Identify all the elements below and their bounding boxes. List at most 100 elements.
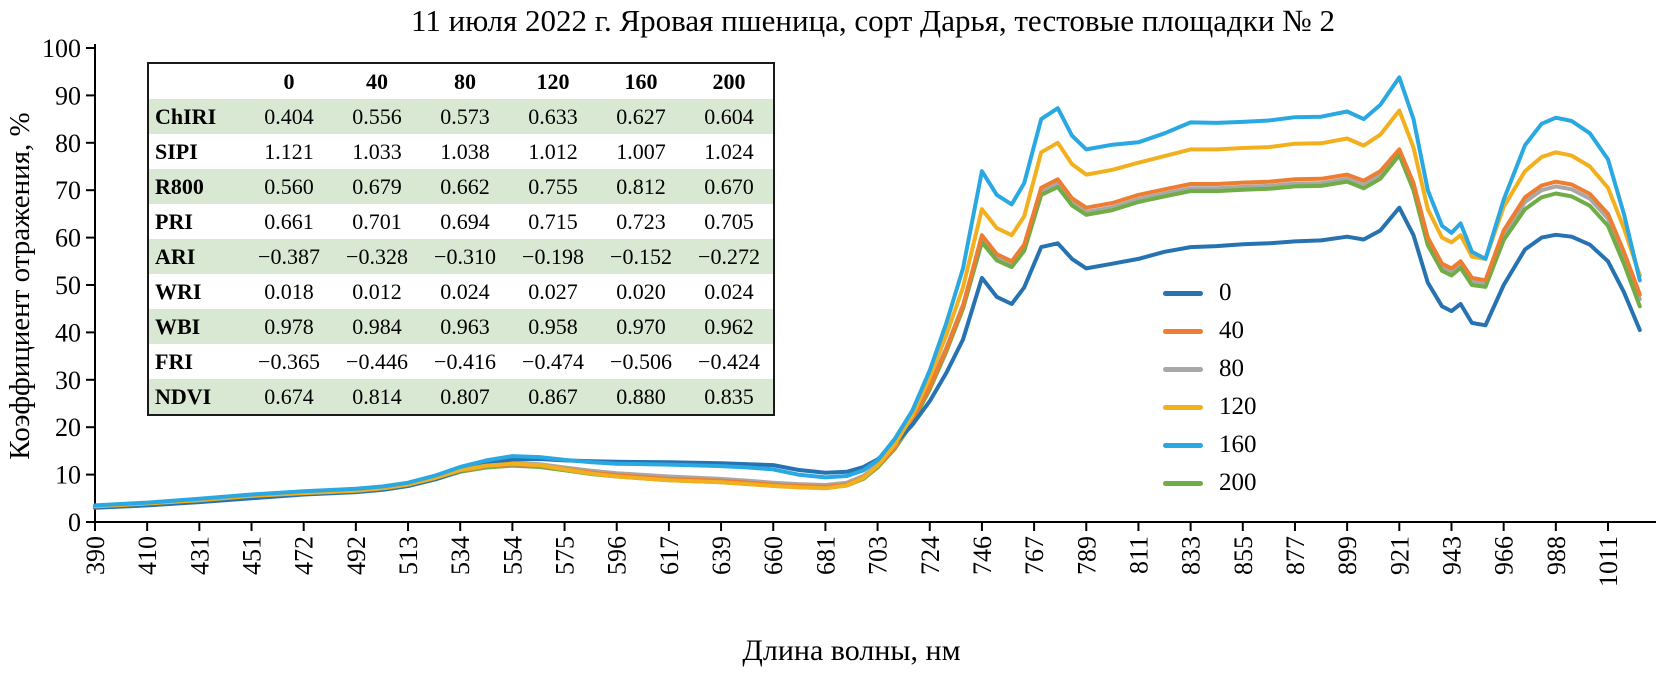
table-cell: 0.978 xyxy=(264,314,314,339)
x-tick-label: 660 xyxy=(759,536,788,575)
vegetation-indices-table: 0 40 80 120 160 200 ChIRI 0.404 0.556 0.573 0.633 0… xyxy=(147,62,775,416)
table-cell: 0.963 xyxy=(440,314,490,339)
table-header-cell: 200 xyxy=(712,69,746,94)
chart-title: 11 июля 2022 г. Яровая пшеница, сорт Дар… xyxy=(410,3,1336,38)
table-cell: −0.152 xyxy=(610,244,672,269)
legend-item-40: 40 xyxy=(1163,317,1257,344)
legend: 0 40 80 120 160 200 xyxy=(1163,279,1257,508)
table-cell: 1.121 xyxy=(264,139,314,164)
table-cell: 0.835 xyxy=(704,384,754,409)
series-line-160 xyxy=(93,75,1642,508)
x-tick-label: 575 xyxy=(551,536,580,575)
x-tick-label: 681 xyxy=(811,536,840,575)
table-row-label: PRI xyxy=(155,209,193,234)
table-row-label: ARI xyxy=(155,244,196,269)
table-row: ARI −0.387 −0.328 −0.310 −0.198 −0.152 −0.272 xyxy=(148,239,774,274)
x-tick-label: 899 xyxy=(1333,536,1362,575)
table-cell: −0.387 xyxy=(258,244,320,269)
table-cell: −0.446 xyxy=(346,349,408,374)
table-row-label: NDVI xyxy=(155,384,212,409)
table-cell: 1.007 xyxy=(616,139,666,164)
table-row: PRI 0.661 0.701 0.694 0.715 0.723 0.705 xyxy=(148,204,774,239)
legend-label: 80 xyxy=(1219,355,1244,382)
table-cell: 0.024 xyxy=(704,279,754,304)
x-tick-label: 617 xyxy=(655,536,684,575)
table-cell: 0.024 xyxy=(440,279,490,304)
table-cell: 1.033 xyxy=(352,139,402,164)
y-tick-label: 0 xyxy=(68,508,81,537)
table-cell: 0.694 xyxy=(440,209,490,234)
table-cell: −0.506 xyxy=(610,349,672,374)
x-tick-label: 451 xyxy=(238,536,267,575)
x-tick-label: 513 xyxy=(394,536,423,575)
table-row: WRI 0.018 0.012 0.024 0.027 0.020 0.024 xyxy=(148,274,774,309)
table-cell: 0.701 xyxy=(352,209,402,234)
y-tick-label: 80 xyxy=(55,129,81,158)
x-tick-label: 877 xyxy=(1281,536,1310,575)
table-row: SIPI 1.121 1.033 1.038 1.012 1.007 1.024 xyxy=(148,134,774,169)
table-cell: 0.812 xyxy=(616,174,666,199)
y-tick-label: 10 xyxy=(55,461,81,490)
table-cell: 0.556 xyxy=(352,104,402,129)
table-cell: 0.958 xyxy=(528,314,578,339)
legend-label: 0 xyxy=(1219,279,1232,306)
table-corner-cell xyxy=(148,63,245,99)
x-tick-label: 767 xyxy=(1020,536,1049,575)
x-tick-label: 1011 xyxy=(1594,536,1623,587)
table-row-label: WRI xyxy=(155,279,202,304)
table-row: WBI 0.978 0.984 0.963 0.958 0.970 0.962 xyxy=(148,309,774,344)
table-cell: 0.573 xyxy=(440,104,490,129)
table-cell: 0.627 xyxy=(616,104,666,129)
table-cell: 0.027 xyxy=(528,279,578,304)
table-cell: 1.024 xyxy=(704,139,754,164)
table-cell: 0.970 xyxy=(616,314,666,339)
table-cell: 0.020 xyxy=(616,279,666,304)
legend-item-0: 0 xyxy=(1163,279,1257,306)
legend-item-160: 160 xyxy=(1163,431,1257,458)
x-axis-label: Длина волны, нм xyxy=(742,634,961,667)
legend-swatch-icon xyxy=(1163,404,1203,410)
table-cell: 1.012 xyxy=(528,139,578,164)
table-cell: 0.018 xyxy=(264,279,314,304)
legend-label: 120 xyxy=(1219,393,1257,420)
table-cell: −0.272 xyxy=(698,244,760,269)
table-row-label: FRI xyxy=(155,349,193,374)
x-tick-label: 703 xyxy=(864,536,893,575)
table-cell: −0.416 xyxy=(434,349,496,374)
table-cell: 0.633 xyxy=(528,104,578,129)
legend-item-120: 120 xyxy=(1163,393,1257,420)
indices-inset-table: 0 40 80 120 160 200 ChIRI 0.404 0.556 0.573 0.633 0… xyxy=(147,62,775,416)
table-cell: 0.723 xyxy=(616,209,666,234)
table-cell: 0.705 xyxy=(704,209,754,234)
table-cell: −0.474 xyxy=(522,349,584,374)
table-cell: 0.404 xyxy=(264,104,314,129)
table-cell: 1.038 xyxy=(440,139,490,164)
x-tick-label: 855 xyxy=(1229,536,1258,575)
legend-swatch-icon xyxy=(1163,480,1203,486)
table-cell: −0.328 xyxy=(346,244,408,269)
y-tick-label: 90 xyxy=(55,81,81,110)
legend-item-80: 80 xyxy=(1163,355,1257,382)
series-line-120 xyxy=(93,108,1642,509)
legend-swatch-icon xyxy=(1163,328,1203,334)
y-tick-label: 30 xyxy=(55,366,81,395)
table-cell: 0.867 xyxy=(528,384,578,409)
table-cell: 0.679 xyxy=(352,174,402,199)
table-cell: 0.880 xyxy=(616,384,666,409)
table-header-row: 0 40 80 120 160 200 xyxy=(148,63,774,99)
table-cell: −0.424 xyxy=(698,349,760,374)
table-cell: 0.962 xyxy=(704,314,754,339)
table-cell: 0.604 xyxy=(704,104,754,129)
x-tick-label: 410 xyxy=(133,536,162,575)
table-cell: 0.674 xyxy=(264,384,314,409)
x-tick-label: 492 xyxy=(342,536,371,575)
table-cell: −0.198 xyxy=(522,244,584,269)
y-tick-label: 70 xyxy=(55,176,81,205)
legend-swatch-icon xyxy=(1163,442,1203,448)
y-tick-label: 60 xyxy=(55,224,81,253)
x-tick-label: 746 xyxy=(968,536,997,575)
y-tick-label: 100 xyxy=(42,34,81,63)
legend-item-200: 200 xyxy=(1163,469,1257,496)
x-tick-label: 431 xyxy=(185,536,214,575)
